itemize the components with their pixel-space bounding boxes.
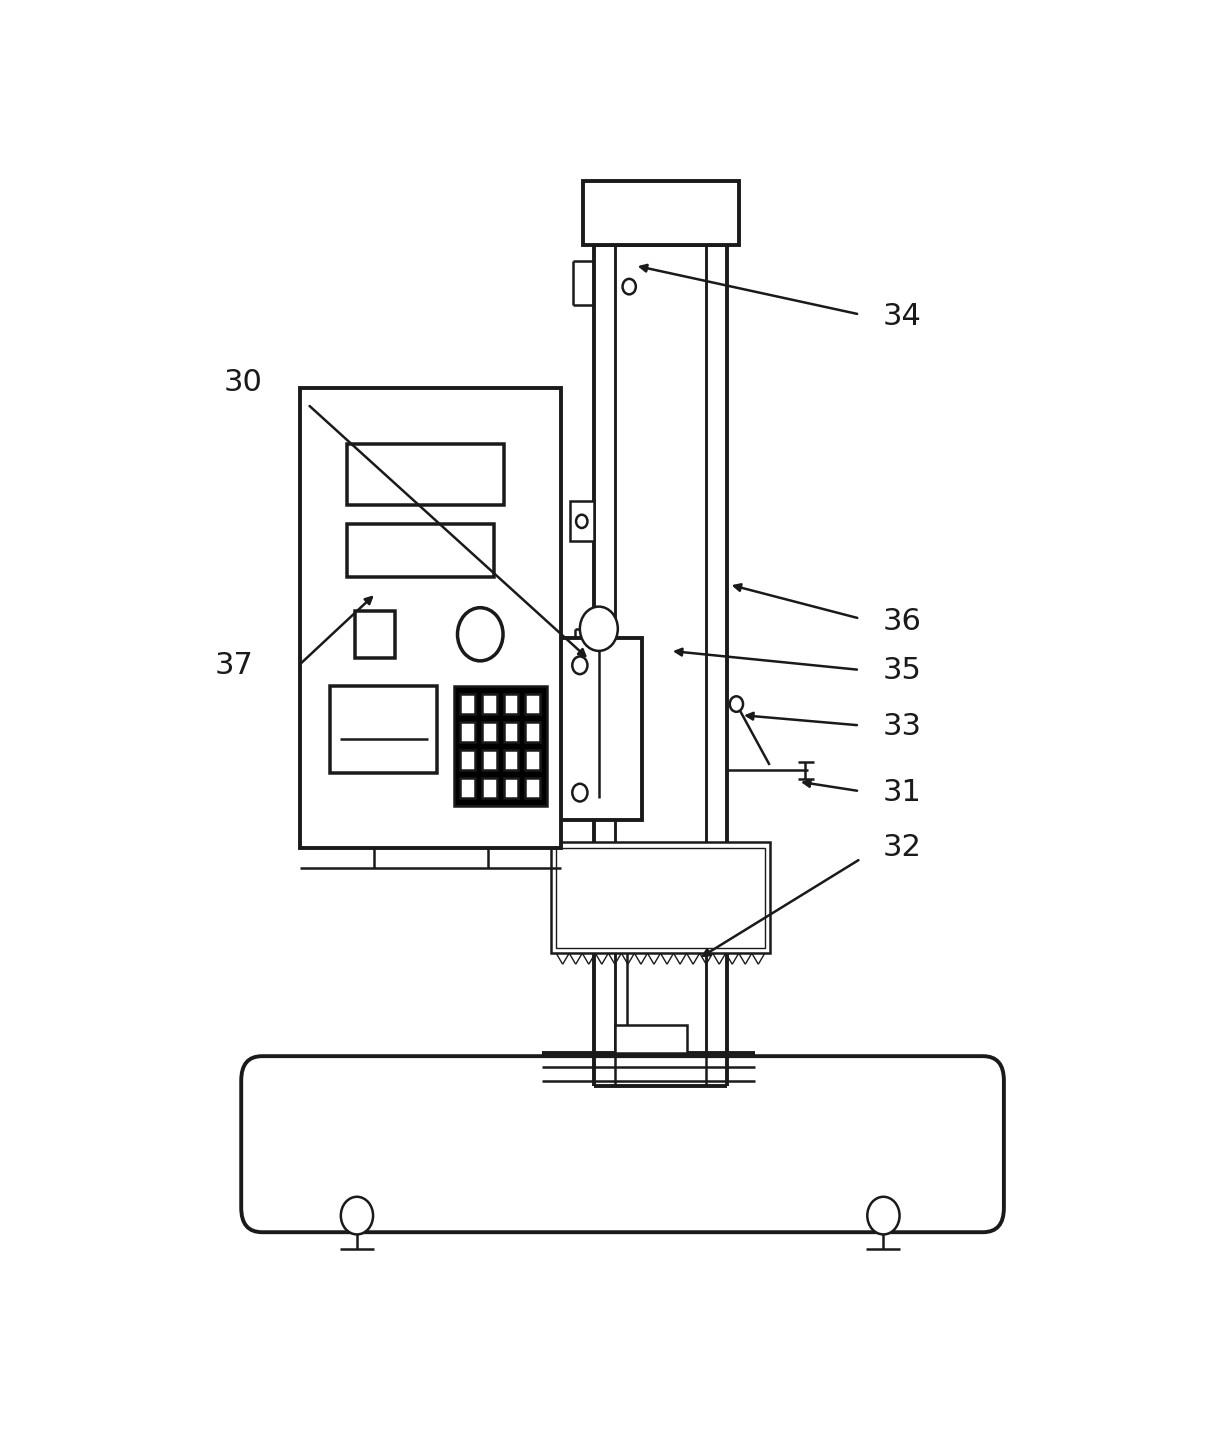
Text: 36: 36: [883, 607, 922, 636]
FancyBboxPatch shape: [241, 1055, 1004, 1232]
Circle shape: [340, 1196, 373, 1234]
Bar: [460, 695, 475, 715]
Circle shape: [623, 279, 635, 295]
Bar: [503, 722, 519, 742]
Circle shape: [580, 607, 618, 651]
Text: 32: 32: [883, 834, 922, 863]
Bar: [355, 611, 395, 657]
Bar: [460, 722, 475, 742]
Bar: [482, 751, 497, 771]
Circle shape: [573, 784, 588, 801]
Bar: [460, 751, 475, 771]
Bar: [482, 722, 497, 742]
Text: 34: 34: [883, 302, 922, 331]
Bar: [460, 778, 475, 798]
Bar: [614, 244, 706, 1086]
Bar: [525, 751, 540, 771]
Circle shape: [458, 608, 503, 661]
Circle shape: [868, 1196, 900, 1234]
Circle shape: [573, 656, 588, 674]
Bar: [616, 1025, 687, 1053]
Bar: [525, 695, 540, 715]
Bar: [525, 778, 540, 798]
Bar: [348, 444, 504, 505]
Bar: [556, 848, 765, 948]
Text: 31: 31: [883, 778, 922, 807]
Text: 30: 30: [224, 368, 263, 397]
Bar: [552, 637, 641, 820]
Bar: [583, 181, 739, 244]
Bar: [503, 695, 519, 715]
Bar: [552, 843, 770, 953]
Text: 33: 33: [883, 712, 922, 741]
Circle shape: [577, 515, 588, 528]
Bar: [525, 722, 540, 742]
Bar: [570, 502, 594, 541]
Circle shape: [730, 696, 743, 712]
Bar: [482, 695, 497, 715]
Bar: [330, 686, 437, 772]
Bar: [348, 523, 494, 577]
Bar: [300, 388, 561, 848]
Bar: [454, 686, 547, 805]
Text: 37: 37: [214, 651, 253, 680]
Bar: [503, 778, 519, 798]
Text: 35: 35: [883, 656, 922, 686]
Bar: [503, 751, 519, 771]
Bar: [482, 778, 497, 798]
